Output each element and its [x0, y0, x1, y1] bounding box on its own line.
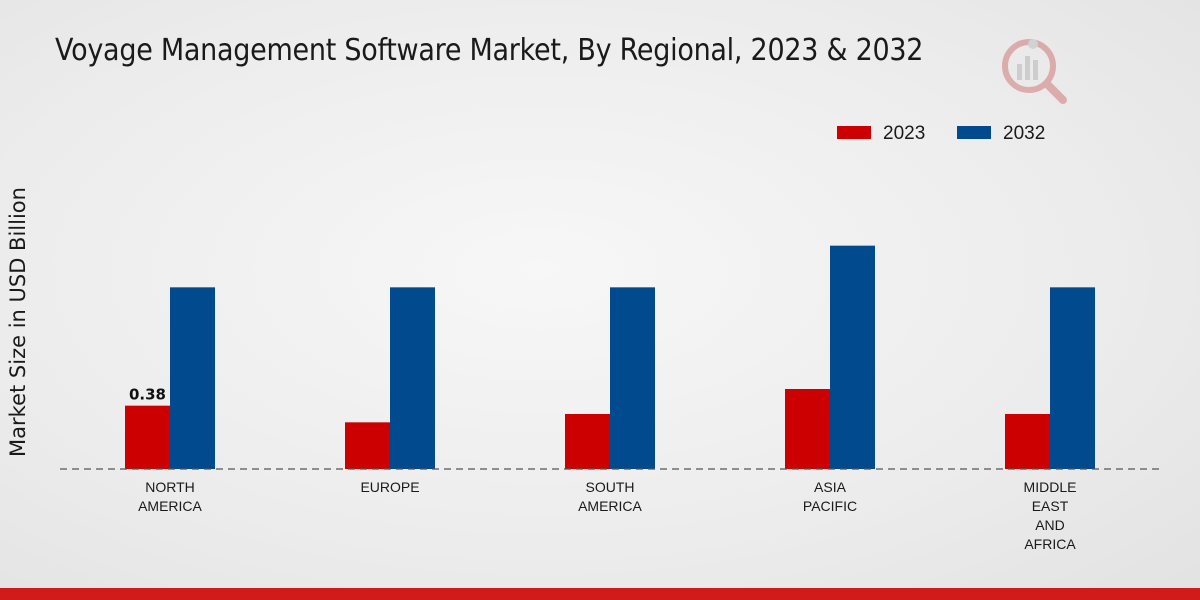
bar-2023-4 [1005, 414, 1050, 469]
legend: 2023 2032 [837, 123, 1045, 144]
x-tick-label-line: NORTH [145, 479, 195, 495]
x-tick-label-line: AND [1035, 517, 1065, 533]
market-research-logo-icon [1002, 39, 1067, 104]
chart-title: Voyage Management Software Market, By Re… [55, 33, 924, 68]
x-tick-label-line: AMERICA [578, 498, 642, 514]
bar-2032-2 [610, 287, 655, 469]
footer-bar [0, 588, 1200, 600]
bar-2023-0 [125, 405, 170, 469]
x-tick-label-line: EAST [1032, 498, 1069, 514]
bar-2032-1 [390, 287, 435, 469]
x-tick-label-2: SOUTH AMERICA [578, 479, 642, 514]
legend-swatch-2023 [837, 126, 871, 139]
x-tick-label-line: PACIFIC [803, 498, 857, 514]
data-label-2023-0: 0.38 [129, 386, 166, 404]
x-tick-label-line: ASIA [814, 479, 847, 495]
x-tick-label-3: ASIA PACIFIC [803, 479, 857, 514]
bar-2023-2 [565, 414, 610, 469]
x-tick-label-line: MIDDLE [1024, 479, 1077, 495]
bar-2032-3 [830, 245, 875, 469]
bar-2023-1 [345, 422, 390, 469]
x-tick-label-line: EUROPE [360, 479, 419, 495]
x-tick-label-1: EUROPE [360, 479, 419, 495]
x-tick-label-4: MIDDLE EAST AND AFRICA [1024, 479, 1077, 552]
bar-2023-3 [785, 389, 830, 469]
x-tick-label-0: NORTH AMERICA [138, 479, 202, 514]
bar-2032-4 [1050, 287, 1095, 469]
x-tick-label-line: AMERICA [138, 498, 202, 514]
x-axis-ticks: NORTH AMERICA EUROPE SOUTH AMERICA ASIA PACIFI… [138, 479, 1076, 552]
x-tick-label-line: AFRICA [1024, 536, 1076, 552]
bars-group: 0.38 [125, 245, 1095, 469]
bar-2032-0 [170, 287, 215, 469]
legend-label-2032: 2032 [1003, 123, 1045, 144]
y-axis-title: Market Size in USD Billion [6, 187, 30, 457]
legend-label-2023: 2023 [883, 123, 925, 144]
x-tick-label-line: SOUTH [586, 479, 635, 495]
legend-swatch-2032 [957, 126, 991, 139]
